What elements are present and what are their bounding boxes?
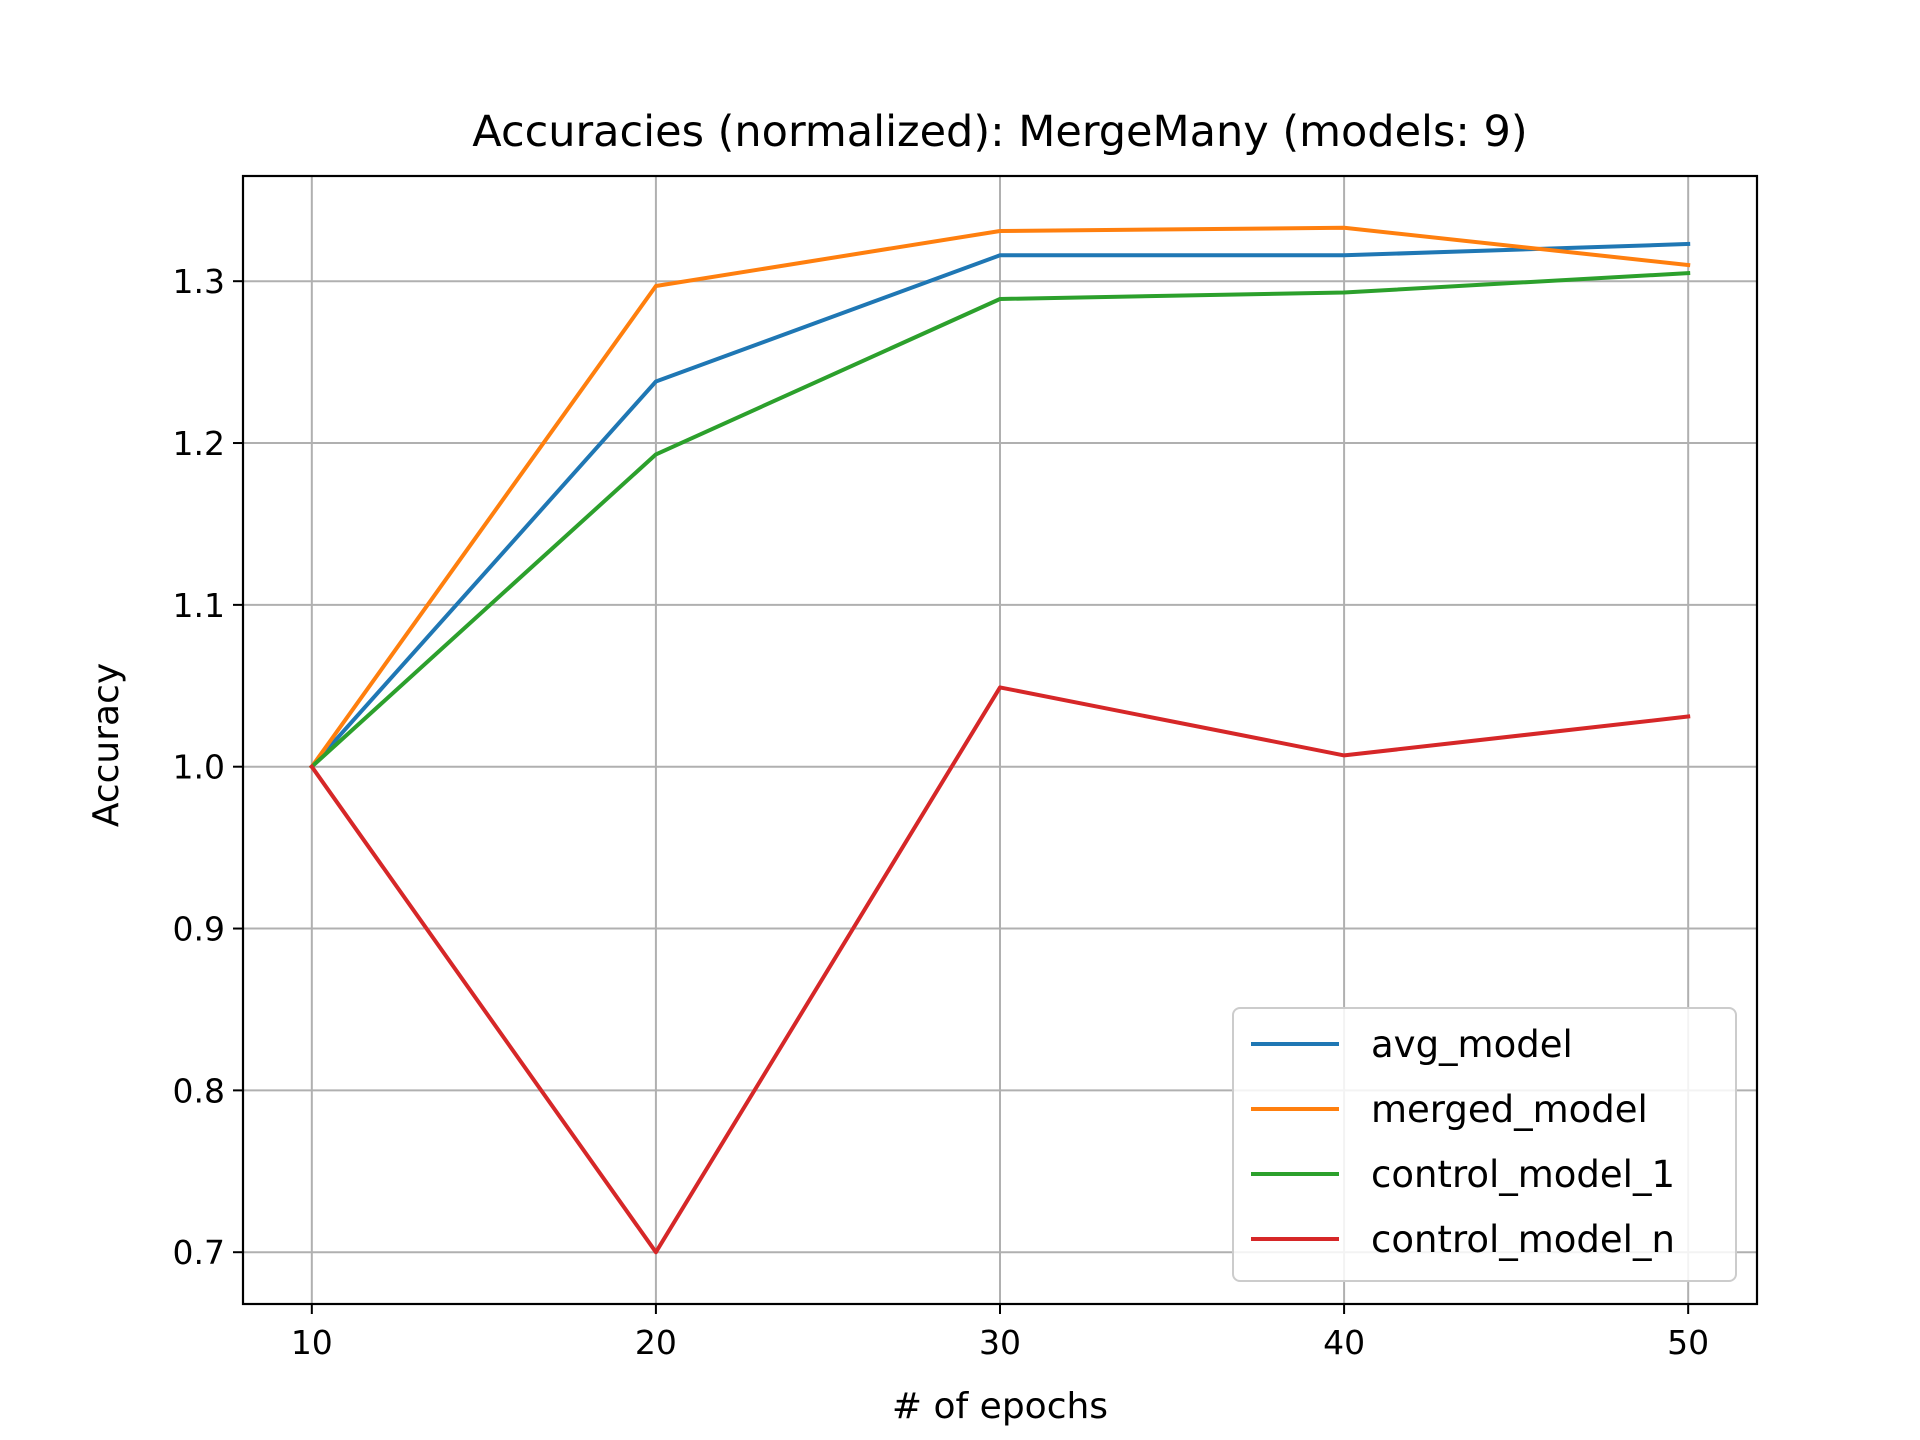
chart-title: Accuracies (normalized): MergeMany (mode… [472,107,1527,157]
y-tick-label: 0.9 [173,910,225,949]
legend-label: control_model_1 [1371,1153,1675,1196]
y-tick-label: 1.0 [173,748,225,787]
legend-label: control_model_n [1371,1218,1675,1261]
x-tick-label: 50 [1667,1323,1709,1362]
series-line-control-model-n [309,685,1691,1255]
x-tick-label: 40 [1323,1323,1365,1362]
series-line-merged-model [309,225,1691,770]
axis-ticks: 10 20 30 40 50 0.7 0.8 0.9 1.0 1.1 1.2 1.3 [173,262,1710,1362]
series-line-control-model-1 [308,270,1691,770]
legend-label: avg_model [1371,1023,1573,1066]
y-axis-label: Accuracy [86,663,127,827]
legend-box [1232,1007,1737,1282]
series-lines [308,225,1691,1255]
legend: avg_model merged_model control_model_1cont… [1232,1007,1737,1282]
y-tick-label: 1.3 [173,262,225,301]
x-tick-label: 10 [291,1323,333,1362]
x-axis-label: # of epochs [892,1386,1108,1427]
y-tick-label: 0.7 [173,1233,225,1272]
x-tick-label: 20 [635,1323,677,1362]
y-tick-label: 0.8 [173,1071,225,1110]
legend-label: merged_model [1371,1088,1648,1131]
y-tick-label: 1.1 [173,586,225,625]
series-line-avg-model [308,241,1691,770]
x-tick-label: 30 [979,1323,1021,1362]
y-tick-label: 1.2 [173,424,225,463]
